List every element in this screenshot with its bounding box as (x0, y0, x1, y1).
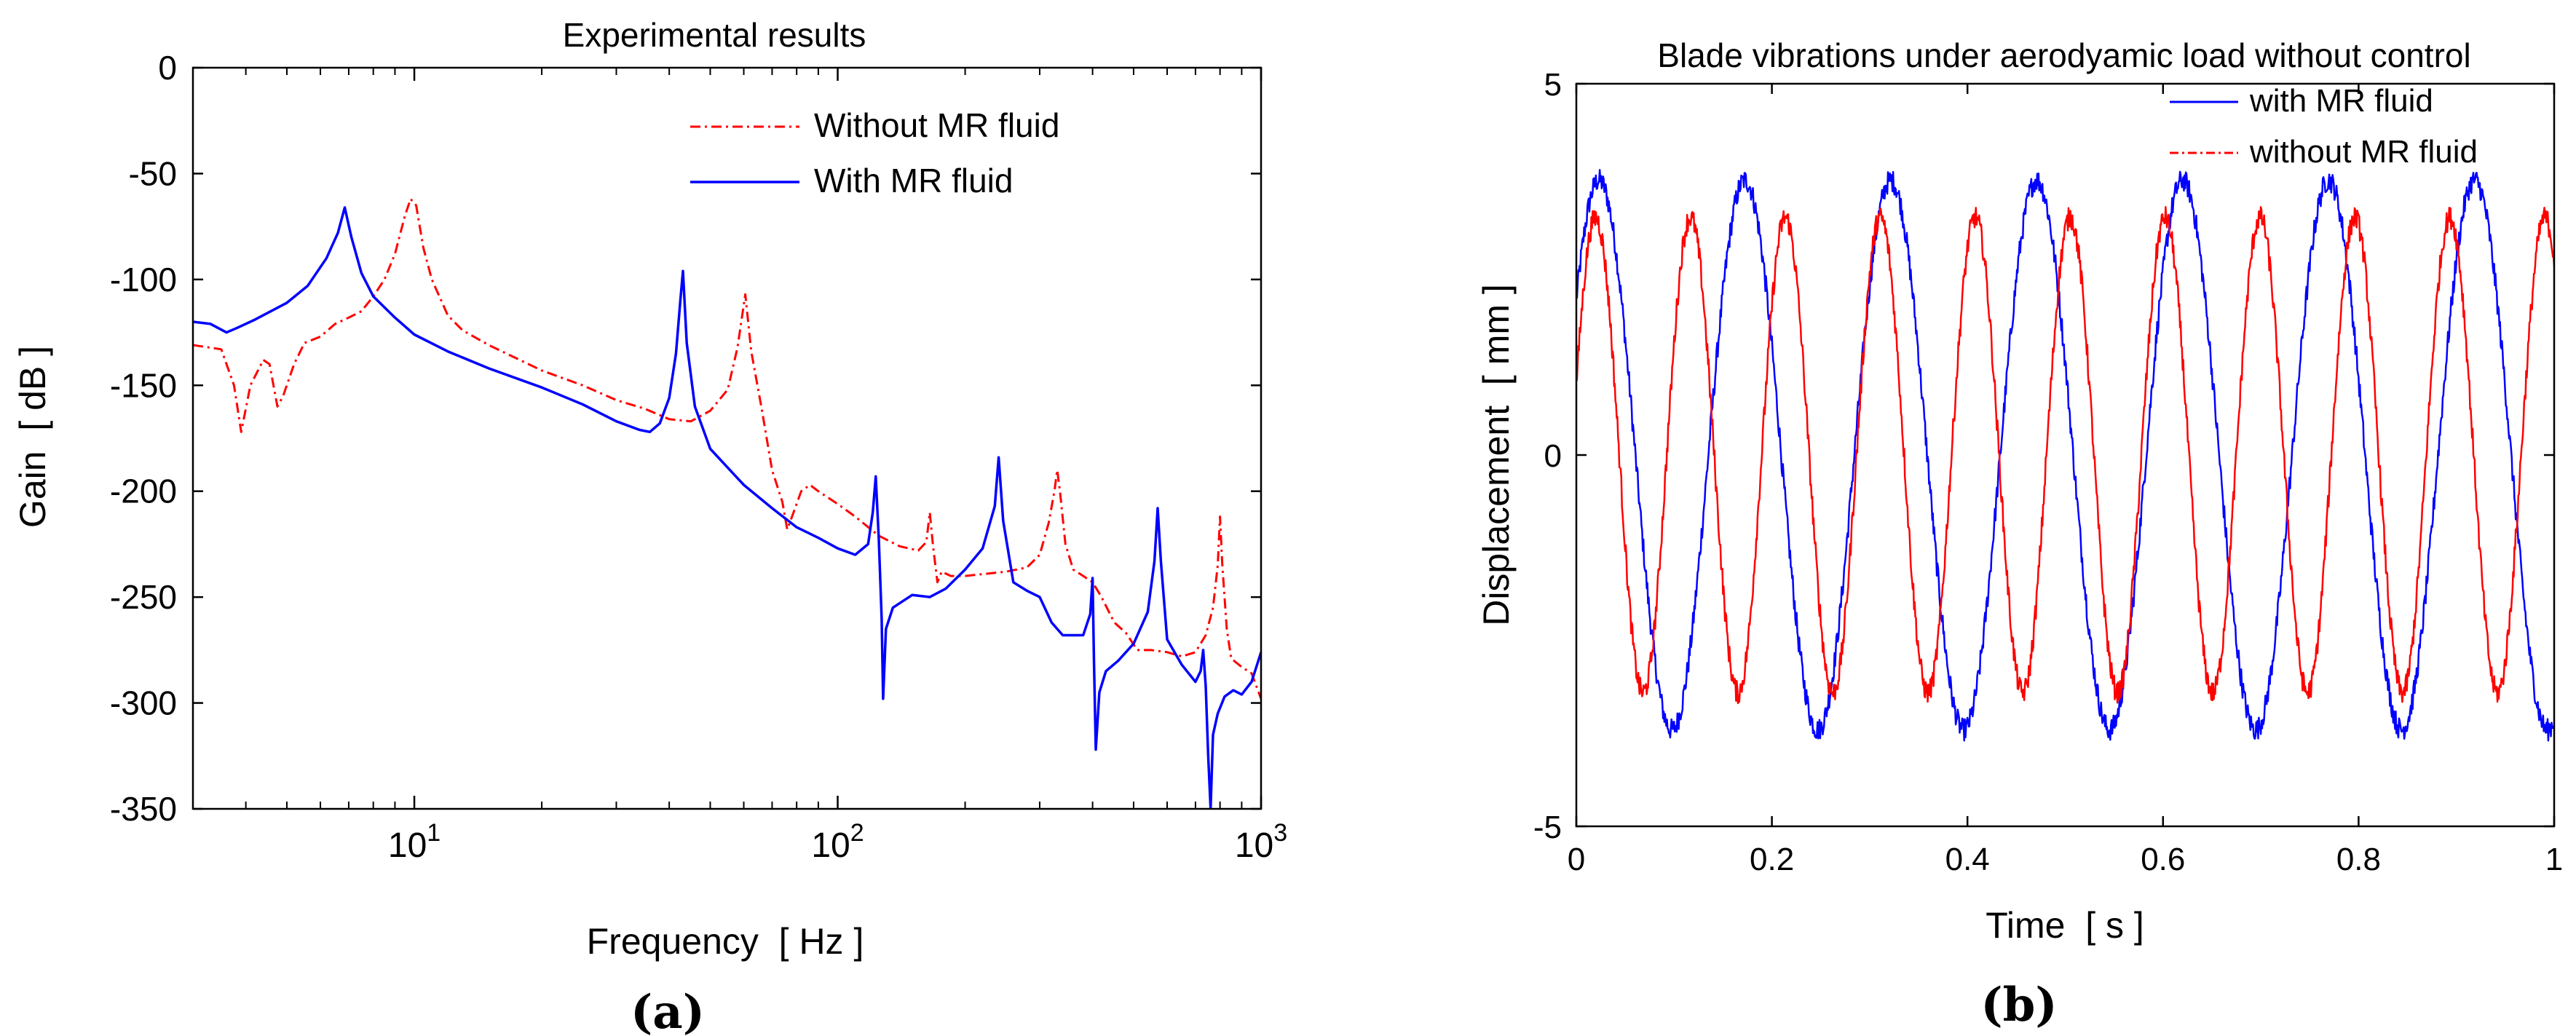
chart-b-axes-box (1575, 82, 2556, 828)
chart-b-y-tick-label: -5 (1533, 810, 1562, 845)
chart-a-title: Experimental results (563, 16, 866, 54)
chart-a-y-ticks: 0 -50 -100 -150 -200 -250 -300 -350 (110, 49, 1261, 828)
chart-a-series-without-mr-fluid (193, 197, 1261, 700)
chart-b-title: Blade vibrations under aerodyamic load w… (1657, 36, 2470, 74)
chart-b-panel-label: (b) (1980, 978, 2057, 1032)
chart-a-x-tick-label: 102 (811, 819, 864, 865)
chart-b-x-tick-label: 0.8 (2336, 842, 2381, 877)
chart-a-series-with-mr-fluid (193, 206, 1261, 809)
chart-b-y-ticks: 5 0 -5 (1533, 67, 2554, 845)
chart-b-x-tick-label: 0 (1568, 842, 1585, 877)
chart-b-series-with-mr-fluid (1576, 169, 2554, 742)
chart-b-x-tick-label: 1 (2545, 842, 2563, 877)
chart-a: Experimental results 0 -50 -100 -150 -200 -25… (12, 16, 1287, 1036)
chart-a-x-tick-label: 101 (388, 819, 440, 865)
chart-a-x-tick-label: 103 (1235, 819, 1287, 865)
chart-a-y-label: Gain [ dB ] (12, 346, 53, 528)
chart-b-x-tick-label: 0.2 (1750, 842, 1794, 877)
chart-a-x-ticks: 101 102 103 (192, 68, 1287, 865)
chart-b-lines (1576, 169, 2554, 742)
chart-b-x-label: Time [ s ] (1986, 905, 2144, 946)
chart-b-y-label: Displacement [ mm ] (1476, 284, 1517, 626)
chart-a-axes-box (191, 66, 1263, 810)
chart-a-y-tick-label: -100 (110, 261, 177, 298)
chart-b: Blade vibrations under aerodyamic load w… (1476, 36, 2563, 1032)
legend-b-label-without-mr-fluid: without MR fluid (2249, 134, 2478, 170)
chart-a-y-tick-label: 0 (158, 49, 177, 87)
legend-a-label-with-mr-fluid: With MR fluid (814, 162, 1013, 199)
chart-b-x-ticks: 0 0.2 0.4 0.6 0.8 1 (1568, 84, 2563, 877)
chart-a-y-tick-label: -350 (110, 790, 177, 828)
chart-a-x-label: Frequency [ Hz ] (587, 921, 864, 962)
chart-b-y-tick-label: 5 (1544, 67, 1562, 103)
chart-a-y-tick-label: -250 (110, 578, 177, 616)
chart-b-y-tick-label: 0 (1544, 438, 1562, 474)
legend-a-label-without-mr-fluid: Without MR fluid (814, 106, 1059, 144)
chart-a-y-tick-label: -200 (110, 472, 177, 510)
chart-a-plot-area: 0 -50 -100 -150 -200 -250 -300 -350 101 102 103 (110, 49, 1287, 865)
chart-b-legend: with MR fluid without MR fluid (2170, 83, 2478, 170)
chart-b-plot-area: 50-5 0 0.2 0.4 0.6 0.8 1 (1533, 67, 2563, 877)
chart-a-panel-label: (a) (631, 985, 705, 1036)
chart-a-legend: Without MR fluid With MR fluid (690, 106, 1059, 199)
legend-b-label-with-mr-fluid: with MR fluid (2249, 83, 2433, 119)
chart-b-x-tick-label: 0.4 (1945, 842, 1990, 877)
chart-a-y-tick-label: -150 (110, 366, 177, 404)
chart-a-lines (193, 197, 1261, 809)
chart-a-y-tick-label: -300 (110, 684, 177, 722)
chart-b-x-tick-label: 0.6 (2141, 842, 2185, 877)
chart-b-series-without-mr-fluid (1576, 206, 2554, 705)
chart-a-y-tick-label: -50 (129, 154, 177, 192)
